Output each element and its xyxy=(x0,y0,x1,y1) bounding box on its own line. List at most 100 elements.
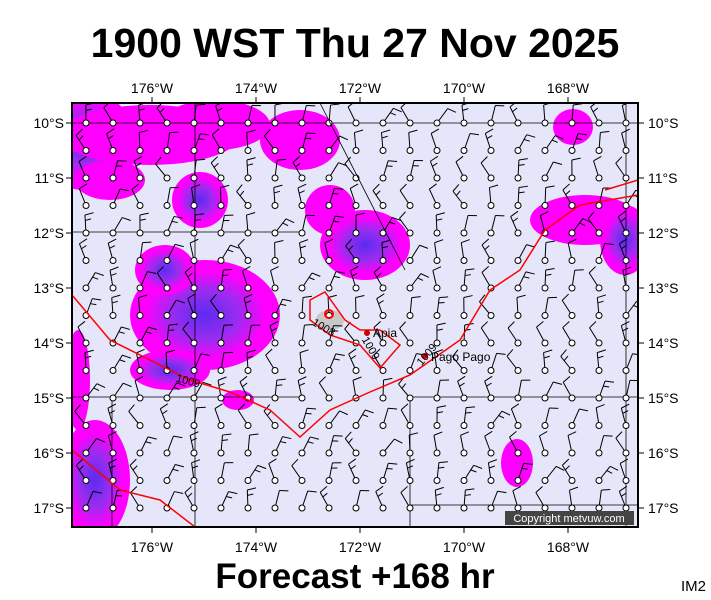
barb-flag xyxy=(619,485,628,492)
barb-flag xyxy=(452,184,460,192)
barb-station xyxy=(460,394,468,402)
barb-flag xyxy=(462,108,469,111)
barb-flag xyxy=(245,300,252,304)
precip-area xyxy=(501,439,533,487)
barb-station xyxy=(136,229,144,237)
barb-flag xyxy=(466,406,476,409)
barb-station xyxy=(406,284,414,292)
low-centre xyxy=(324,309,334,319)
barb-flag xyxy=(84,212,94,216)
barb-station xyxy=(136,449,144,457)
barb-flag xyxy=(429,183,437,190)
barb-station xyxy=(244,257,252,264)
barb-flag xyxy=(311,272,321,277)
barb-flag xyxy=(242,382,248,388)
barb-station xyxy=(595,367,603,374)
barb-station xyxy=(541,449,549,457)
barb-station xyxy=(190,147,198,154)
barb-station xyxy=(325,339,333,347)
barb-station xyxy=(325,422,333,429)
barb-station xyxy=(433,147,441,154)
isobar xyxy=(309,291,402,370)
barb-flag xyxy=(484,430,493,437)
barb-flag xyxy=(191,437,197,442)
barb-station xyxy=(271,422,279,429)
barb-flag xyxy=(603,435,613,437)
barb-flag xyxy=(165,349,175,354)
barb-station xyxy=(379,284,387,292)
barb-station xyxy=(379,394,387,402)
barb-station xyxy=(406,202,414,209)
barb-station xyxy=(136,202,144,209)
barb-flag xyxy=(335,215,345,218)
barb-station xyxy=(487,229,495,237)
barb-station xyxy=(244,449,252,457)
barb-flag xyxy=(510,210,519,217)
barb-station xyxy=(460,422,468,429)
barb-station xyxy=(82,367,90,374)
barb-flag xyxy=(571,157,581,161)
lat-label: 13°S xyxy=(33,280,64,296)
barb-flag xyxy=(318,376,327,384)
barb-flag xyxy=(176,299,185,304)
barb-station xyxy=(352,449,360,457)
barb-flag xyxy=(567,238,577,244)
barb-flag xyxy=(501,410,511,416)
lat-label: 12°S xyxy=(33,225,64,241)
barb-station xyxy=(298,147,306,154)
barb-flag xyxy=(85,355,92,359)
precip-area xyxy=(72,420,130,527)
barb-flag xyxy=(506,349,514,357)
barb-station xyxy=(163,394,171,402)
barb-station xyxy=(487,119,495,127)
barb-flag xyxy=(131,183,140,190)
barb-flag xyxy=(563,355,569,361)
barb-station xyxy=(82,174,90,182)
barb-flag xyxy=(285,218,295,224)
barb-station xyxy=(352,202,360,209)
barb-flag xyxy=(411,296,421,299)
barb-flag xyxy=(77,320,86,328)
barb-station xyxy=(487,422,495,429)
barb-station xyxy=(352,257,360,264)
barb-station xyxy=(190,312,198,319)
barb-station xyxy=(406,312,414,319)
barb-flag xyxy=(593,155,602,162)
barb-station xyxy=(514,147,522,154)
barb-flag xyxy=(435,493,442,496)
barb-station xyxy=(82,339,90,347)
barb-flag xyxy=(352,376,362,381)
barb-station xyxy=(136,312,144,319)
barb-station xyxy=(163,422,171,429)
barb-flag xyxy=(210,293,217,302)
barb-station xyxy=(82,229,90,237)
barb-flag xyxy=(350,183,359,189)
barb-flag xyxy=(619,458,629,464)
barb-station xyxy=(325,449,333,457)
lat-label: 17°S xyxy=(648,500,679,516)
barb-station xyxy=(82,257,90,264)
barb-station xyxy=(568,367,576,374)
barb-flag xyxy=(375,485,384,492)
barb-station xyxy=(460,449,468,457)
barb-station xyxy=(568,257,576,264)
barb-flag xyxy=(545,268,555,271)
barb-flag xyxy=(299,349,309,354)
barb-station xyxy=(541,312,549,319)
barb-flag xyxy=(237,403,246,411)
barb-flag xyxy=(271,327,278,332)
barb-station xyxy=(595,119,603,127)
precip-area xyxy=(135,245,195,295)
lon-label: 168°W xyxy=(547,539,590,555)
barb-station xyxy=(514,449,522,457)
barb-station xyxy=(514,174,522,182)
barb-flag xyxy=(324,238,334,244)
barb-station xyxy=(622,229,630,237)
barb-flag xyxy=(355,294,365,298)
barb-station xyxy=(352,504,360,512)
barb-station xyxy=(325,477,333,484)
barb-flag xyxy=(386,467,393,470)
barb-station xyxy=(190,119,198,127)
barb-flag xyxy=(622,327,629,332)
barb-flag xyxy=(407,465,414,469)
